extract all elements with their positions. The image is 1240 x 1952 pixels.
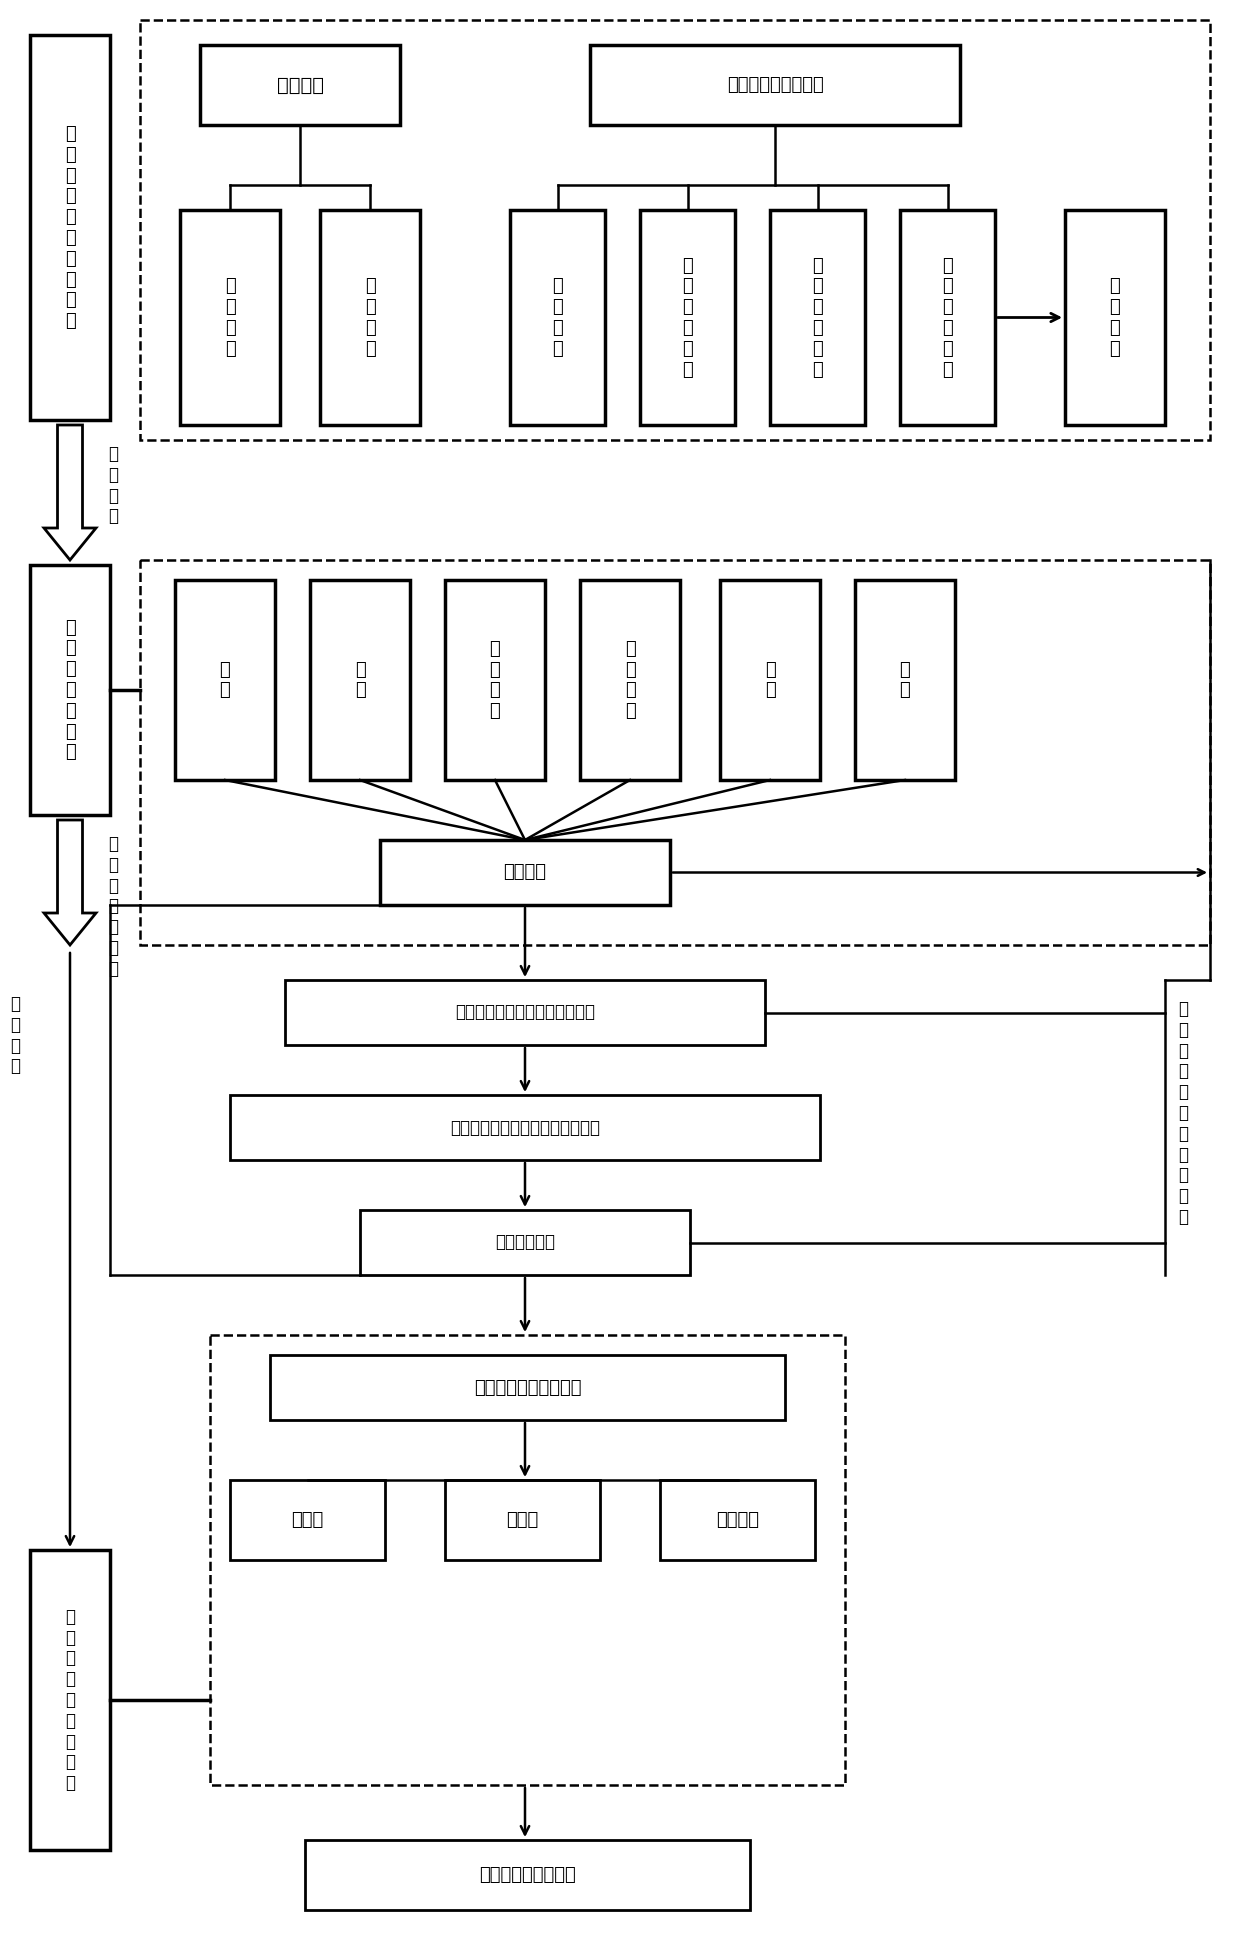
Bar — [305, 1841, 750, 1909]
Text: 加
气: 加 气 — [219, 660, 231, 699]
Bar — [510, 211, 605, 426]
Polygon shape — [43, 426, 95, 560]
Bar — [856, 580, 955, 781]
Bar — [229, 1095, 820, 1159]
Text: 灌
水
器
校
正
完
毕: 灌 水 器 校 正 完 毕 — [108, 835, 118, 978]
Text: 记录灸水器实测流量及环境状况: 记录灸水器实测流量及环境状况 — [455, 1003, 595, 1021]
Bar — [30, 35, 110, 420]
Text: 计算校正流量: 计算校正流量 — [495, 1234, 556, 1251]
Bar — [379, 839, 670, 906]
Text: 探究灸水器堵塞机理: 探究灸水器堵塞机理 — [479, 1866, 575, 1884]
Bar — [140, 560, 1210, 945]
Bar — [285, 980, 765, 1044]
Bar — [720, 580, 820, 781]
Text: 随机性: 随机性 — [291, 1511, 324, 1528]
Bar — [640, 211, 735, 426]
Text: 冲
洗
方
式: 冲 洗 方 式 — [625, 640, 635, 720]
Text: 系
统
标
准
化
测
试: 系 统 标 准 化 测 试 — [64, 619, 76, 761]
Text: 水
质
模
拟: 水 质 模 拟 — [1110, 277, 1121, 357]
Text: 光
照: 光 照 — [765, 660, 775, 699]
Text: 水
源
施
入
装
置: 水 源 施 入 装 置 — [942, 256, 952, 379]
Text: 滴
灸
系
统: 滴 灸 系 统 — [365, 277, 376, 357]
Text: 开始测试: 开始测试 — [503, 863, 547, 882]
Bar — [310, 580, 410, 781]
Bar — [229, 1480, 384, 1560]
Bar — [210, 1335, 844, 1784]
Text: 温
室
补
光
装
置: 温 室 补 光 装 置 — [812, 256, 823, 379]
Text: 水
温: 水 温 — [900, 660, 910, 699]
Polygon shape — [43, 820, 95, 945]
Bar — [270, 1355, 785, 1419]
Bar — [900, 211, 994, 426]
Bar — [445, 580, 546, 781]
Text: 重
复
步
骤: 重 复 步 骤 — [10, 996, 20, 1076]
Text: 温
湿
度
控
制
器: 温 湿 度 控 制 器 — [682, 256, 693, 379]
Bar — [30, 1550, 110, 1850]
Bar — [180, 211, 280, 426]
Bar — [360, 1210, 689, 1275]
Text: 测试系统: 测试系统 — [277, 76, 324, 94]
Text: 流
量
测
试
，
直
至
测
试
完
毕: 流 量 测 试 ， 直 至 测 试 完 毕 — [1178, 999, 1188, 1226]
Bar — [580, 580, 680, 781]
Text: 灸水器抗堵塞性能评估: 灸水器抗堵塞性能评估 — [474, 1378, 582, 1396]
Text: 可恢复性: 可恢复性 — [715, 1511, 759, 1528]
Text: 去除灸水频率影响，校正流量数据: 去除灸水频率影响，校正流量数据 — [450, 1118, 600, 1136]
Bar — [445, 1480, 600, 1560]
Text: 运
行
压
力: 运 行 压 力 — [490, 640, 501, 720]
Bar — [200, 45, 401, 125]
Bar — [1065, 211, 1166, 426]
Text: 灸
水
器
综
合
评
价
体
系: 灸 水 器 综 合 评 价 体 系 — [64, 1608, 74, 1792]
Text: 系
统
稳
定: 系 统 稳 定 — [108, 445, 118, 525]
Bar — [175, 580, 275, 781]
Bar — [140, 20, 1210, 439]
Text: 供
水
系
统: 供 水 系 统 — [224, 277, 236, 357]
Text: 持续性: 持续性 — [506, 1511, 538, 1528]
Text: 施
肂: 施 肂 — [355, 660, 366, 699]
Text: 通
风
装
置: 通 风 装 置 — [552, 277, 563, 357]
Bar — [320, 211, 420, 426]
Bar — [590, 45, 960, 125]
Text: 环境模拟与控制系统: 环境模拟与控制系统 — [727, 76, 823, 94]
Bar — [770, 211, 866, 426]
Bar — [660, 1480, 815, 1560]
Bar — [30, 564, 110, 816]
Text: 构
建
循
环
加
速
测
试
系
统: 构 建 循 环 加 速 测 试 系 统 — [64, 125, 76, 330]
